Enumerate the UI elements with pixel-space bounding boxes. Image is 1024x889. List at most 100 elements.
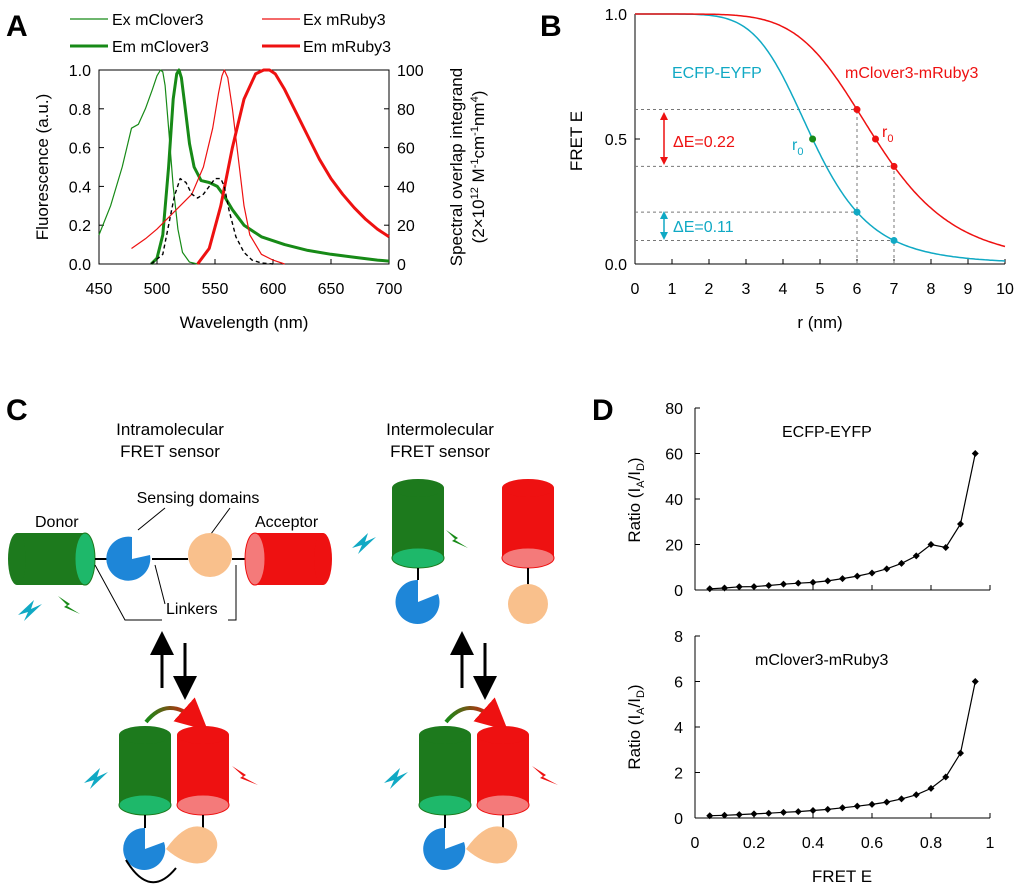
chart-d-ytick-label: 8 <box>674 629 683 646</box>
energy-transfer-arrow-intra <box>144 697 208 731</box>
chart-a-y2tick-label: 40 <box>397 179 415 196</box>
chart-b-xtick-label: 8 <box>927 281 936 298</box>
intra-title-1: Intramolecular <box>116 420 224 439</box>
chart-a-y2tick-label: 60 <box>397 141 415 158</box>
intra-sensing-bound-peach <box>166 826 218 864</box>
chart-b-r0-cyan: r0 <box>792 137 803 158</box>
chart-a-y2tick-label: 80 <box>397 102 415 119</box>
chart-d-point <box>839 804 846 812</box>
chart-d-point <box>809 578 817 586</box>
chart-d-point <box>765 809 773 817</box>
chart-a-ytick-label: 0.8 <box>69 102 91 119</box>
chart-a-xtick-label: 450 <box>86 281 113 298</box>
chart-b-xtick-label: 10 <box>996 281 1014 298</box>
chart-a-y2tick-label: 20 <box>397 218 415 235</box>
excitation-bolt-icon <box>84 768 108 789</box>
legend-em-mruby3: Em mRuby3 <box>303 39 391 56</box>
chart-a-ytick-label: 1.0 <box>69 63 91 80</box>
chart-b-r0-red: r0 <box>882 124 893 145</box>
chart-a-y2tick-label: 0 <box>397 257 406 274</box>
chart-b-xtick-label: 6 <box>853 281 862 298</box>
linker-pointer-1 <box>94 564 162 621</box>
chart-d-point <box>721 584 728 592</box>
sensing-pointer-2 <box>207 507 231 539</box>
chart-d1-y-ticks: 0 20 40 60 80 <box>665 401 700 600</box>
chart-d-point <box>750 810 758 818</box>
chart-a-xtick-label: 550 <box>202 281 229 298</box>
chart-d-point <box>898 559 905 567</box>
chart-a-ytick-label: 0.6 <box>69 141 91 158</box>
chart-d-point <box>765 581 773 589</box>
excitation-bolt-icon <box>18 600 42 621</box>
chart-a-y2label-line1: Spectral overlap integrand <box>447 68 466 266</box>
intra-sensing-bound-blue <box>123 827 166 870</box>
chart-b-xtick-label: 9 <box>964 281 973 298</box>
chart-d-line <box>709 681 976 817</box>
chart-b-r0-point <box>809 135 817 143</box>
linker-pointer-3 <box>154 564 166 605</box>
chart-d-point <box>883 798 891 806</box>
chart-d-point <box>898 795 905 803</box>
inter-donor-cylinder-top <box>391 479 445 569</box>
sensing-domains-label: Sensing domains <box>137 490 260 507</box>
chart-a-series <box>98 68 390 266</box>
chart-b-xtick-label: 5 <box>816 281 825 298</box>
chart-b-ylabel: FRET E <box>567 111 586 171</box>
chart-d-point <box>735 811 743 819</box>
legend-ex-mruby3: Ex mRuby3 <box>303 12 386 29</box>
emission-bolt-icon <box>232 766 258 785</box>
chart-d-ytick-label: 40 <box>665 492 683 509</box>
chart-d-xtick-label: 1 <box>986 835 995 852</box>
intra-sensing-domain-2 <box>188 533 232 577</box>
chart-b-y-ticks: 0.0 0.5 1.0 <box>605 7 640 274</box>
intra-sensing-domain-1 <box>106 536 151 581</box>
chart-d-point <box>927 541 935 548</box>
chart-d-xtick-label: 0.2 <box>743 835 765 852</box>
intra-title-2: FRET sensor <box>120 442 220 461</box>
chart-d2-xlabel: FRET E <box>812 867 872 886</box>
chart-d-point <box>794 579 802 587</box>
chart-a-series-4 <box>150 177 274 265</box>
legend-ex-mclover3: Ex mClover3 <box>112 12 204 29</box>
chart-b-delta-cyan: ΔE=0.11 <box>673 219 734 236</box>
chart-b-point <box>890 236 898 244</box>
inter-donor-cylinder-bottom <box>418 726 472 816</box>
chart-b-series <box>635 13 1006 262</box>
chart-d-point <box>706 812 714 820</box>
chart-d1-series <box>706 450 979 593</box>
chart-b-curve-1 <box>635 13 1006 248</box>
chart-d-point <box>883 565 891 573</box>
chart-d2-y-ticks: 0 2 4 6 8 <box>674 629 700 828</box>
chart-a-y2tick-label: 100 <box>397 63 424 80</box>
chart-d-xtick-label: 0.8 <box>920 835 942 852</box>
sensing-pointer-1 <box>137 507 166 531</box>
chart-d-point <box>706 585 714 593</box>
excitation-bolt-icon <box>352 533 376 554</box>
chart-d-point <box>942 543 950 551</box>
chart-a-y2label-line2: (2×1012 M-1cm-1nm4) <box>469 91 488 244</box>
chart-d1: 0 20 40 60 80 ECFP-EYFP Ratio (IA/ID) <box>625 401 991 600</box>
intra-acceptor-cylinder-bottom <box>176 726 230 816</box>
chart-a-xtick-label: 600 <box>260 281 287 298</box>
chart-d2: 0 2 4 6 8 0 0.2 0.4 0.6 0.8 1 mClover3-mRuby3 Rat… <box>625 629 995 886</box>
chart-b-delta-arrow-red <box>660 112 668 165</box>
chart-b-xlabel: r (nm) <box>797 313 842 332</box>
chart-d2-ylabel: Ratio (IA/ID) <box>625 684 647 769</box>
inter-acceptor-cylinder-top <box>501 479 555 569</box>
chart-b-x-ticks: 0 1 2 3 4 5 6 7 8 9 10 <box>631 259 1014 298</box>
chart-b: 0 1 2 3 4 5 6 7 8 9 10 0.0 0.5 1.0 r (nm) FRET E ECF… <box>567 7 1014 332</box>
chart-d-point <box>794 808 802 816</box>
equilibrium-arrows-intra <box>150 631 197 700</box>
chart-b-point <box>853 106 861 114</box>
chart-b-xtick-label: 7 <box>890 281 899 298</box>
chart-b-delta-red: ΔE=0.22 <box>673 134 735 151</box>
panel-label-a: A <box>6 10 28 43</box>
chart-a-ytick-label: 0.4 <box>69 179 91 196</box>
chart-d-point <box>971 450 979 457</box>
chart-b-ytick-label: 0.5 <box>605 132 627 149</box>
donor-label: Donor <box>35 514 79 531</box>
chart-b-r0-point <box>872 135 879 143</box>
chart-d-point <box>780 580 787 588</box>
chart-d-xtick-label: 0.6 <box>861 835 883 852</box>
